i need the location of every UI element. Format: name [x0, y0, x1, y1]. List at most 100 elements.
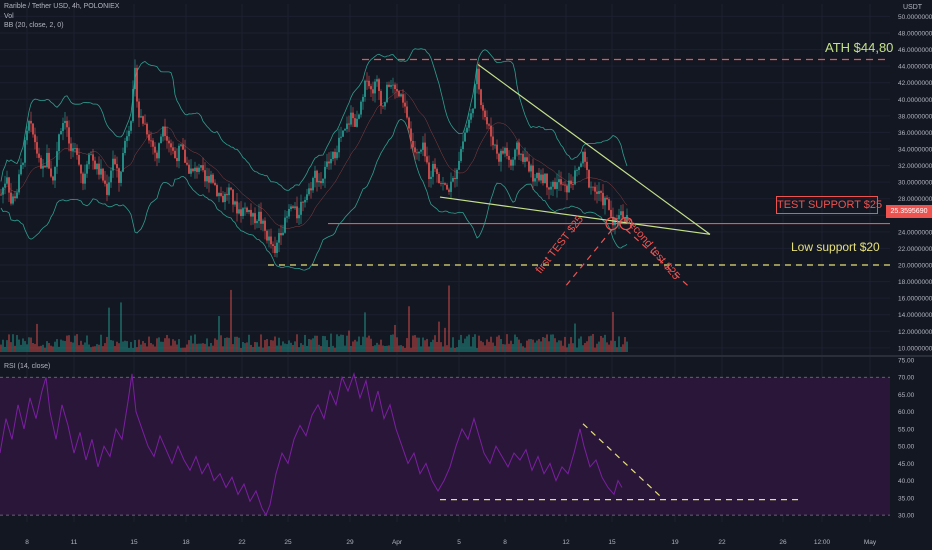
volume-bar	[364, 312, 366, 352]
candle-body	[242, 208, 244, 217]
candle-body	[368, 80, 370, 87]
volume-bar	[258, 346, 260, 352]
volume-bar	[254, 341, 256, 352]
candle-body	[280, 233, 282, 236]
volume-bar	[346, 335, 348, 352]
candle-body	[532, 165, 534, 182]
volume-bar	[314, 335, 316, 352]
volume-bar	[52, 346, 54, 352]
volume-bar	[360, 345, 362, 352]
volume-bar	[122, 341, 124, 352]
time-axis[interactable]: 8 11 15 18 22 25 29 Apr 5 8 12 15 19 22 26 12:00 May	[25, 539, 877, 546]
volume-bar	[348, 330, 350, 352]
volume-bar	[252, 347, 254, 352]
candle-body	[220, 193, 222, 196]
candle-body	[274, 245, 276, 254]
candle-body	[250, 209, 252, 217]
volume-bar	[136, 347, 138, 352]
volume-bar	[132, 347, 134, 352]
volume-bar	[264, 340, 266, 352]
candle-body	[312, 177, 314, 191]
candle-body	[228, 187, 230, 196]
volume-bar	[378, 344, 380, 352]
candle-body	[152, 140, 154, 147]
candle-body	[48, 152, 50, 169]
volume-bar	[484, 345, 486, 352]
volume-bar	[344, 345, 346, 352]
volume-bar	[96, 344, 98, 352]
volume-bar	[358, 336, 360, 352]
volume-bar	[374, 345, 376, 352]
volume-bar	[330, 333, 332, 352]
candle-body	[0, 194, 2, 196]
volume-bar	[260, 334, 262, 352]
volume-bar	[14, 345, 16, 352]
volume-bar	[148, 336, 150, 352]
volume-bar	[580, 336, 582, 352]
candle-body	[448, 189, 450, 192]
volume-bar	[596, 343, 598, 352]
volume-bar	[404, 347, 406, 352]
rsi-axis[interactable]: 75.00 70.00 65.00 60.00 55.00 50.00 45.00 40.00…	[898, 358, 915, 520]
candle-body	[540, 174, 542, 181]
volume-bar	[508, 343, 510, 352]
volume-bar	[622, 344, 624, 352]
candle-body	[616, 218, 618, 220]
rsi-tick-label: 75.00	[898, 358, 915, 365]
volume-bar	[416, 337, 418, 352]
volume-bar	[598, 341, 600, 352]
volume-bar	[522, 346, 524, 352]
volume-bar	[176, 344, 178, 352]
candle-body	[264, 220, 266, 231]
candle-body	[496, 144, 498, 154]
candle-body	[624, 217, 626, 223]
volume-bar	[408, 306, 410, 352]
test-support-annotation: TEST SUPPORT $25	[776, 196, 882, 214]
volume-bar	[468, 334, 470, 352]
volume-bar	[588, 336, 590, 352]
candle-body	[16, 192, 18, 199]
rsi-tick-label: 55.00	[898, 426, 915, 433]
volume-bar	[280, 345, 282, 352]
price-axis[interactable]: 50.0000000 48.0000000 46.0000000 44.0000000…	[898, 14, 932, 352]
volume-bar	[570, 337, 572, 352]
symbol-title: Rarible / Tether USD, 4h, POLONIEX	[4, 3, 120, 10]
volume-bar	[540, 341, 542, 352]
candle-body	[442, 183, 444, 184]
candle-body	[86, 164, 88, 174]
volume-bar	[590, 335, 592, 352]
candle-body	[252, 213, 254, 217]
candle-body	[416, 152, 418, 154]
rsi-label: RSI (14, close)	[4, 363, 51, 370]
volume-bar	[248, 334, 250, 352]
candle-body	[118, 168, 120, 183]
candle-body	[544, 173, 546, 184]
volume-bar	[272, 340, 274, 352]
volume-bar	[198, 343, 200, 352]
bb-lower	[0, 118, 628, 271]
candle-body	[292, 206, 294, 209]
candle-body	[162, 126, 164, 137]
candle-body	[332, 151, 334, 160]
candle-body	[326, 161, 328, 167]
time-tick-label: 22	[718, 539, 726, 546]
candle-body	[30, 120, 32, 124]
time-tick-label: 29	[346, 539, 354, 546]
candle-body	[576, 169, 578, 171]
price-tick-label: 34.0000000	[898, 147, 932, 154]
volume-bar	[558, 340, 560, 352]
volume-bar	[296, 334, 298, 352]
volume-bar	[230, 289, 232, 352]
candle-body	[76, 148, 78, 155]
volume-bar	[478, 335, 480, 352]
volume-bar	[372, 346, 374, 352]
candle-body	[422, 142, 424, 150]
candle-body	[418, 151, 420, 154]
volume-bar	[456, 347, 458, 352]
volume-bar	[444, 327, 446, 352]
volume-bar	[32, 342, 34, 352]
volume-bar	[86, 335, 88, 352]
volume-bar	[40, 345, 42, 352]
volume-bar	[152, 344, 154, 352]
